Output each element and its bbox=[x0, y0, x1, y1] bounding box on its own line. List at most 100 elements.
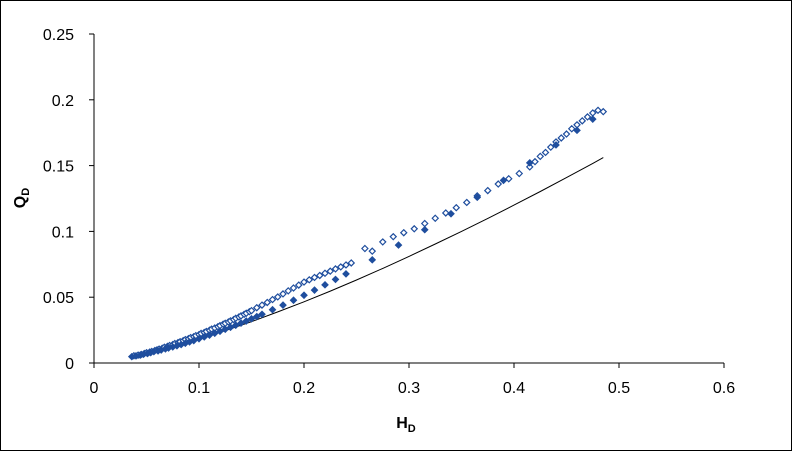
data-point-filled bbox=[368, 255, 377, 264]
x-tick-label: 0.5 bbox=[608, 380, 630, 397]
axes bbox=[89, 33, 725, 368]
data-point-open bbox=[368, 247, 377, 255]
x-tick-label: 0.6 bbox=[713, 380, 735, 397]
x-tick-label: 0.3 bbox=[398, 380, 420, 397]
data-point-open bbox=[583, 113, 592, 121]
data-point-filled bbox=[242, 317, 251, 325]
data-point-open bbox=[525, 163, 534, 171]
data-point-filled bbox=[300, 291, 308, 300]
data-point-open bbox=[321, 269, 329, 278]
data-point-open bbox=[546, 143, 555, 152]
data-point-open bbox=[531, 157, 539, 166]
data-point-open bbox=[336, 263, 345, 271]
tick-labels: 0 0.1 0.2 0.3 0.4 0.5 0.6 0 0.05 0.1 0.15 0.2 0.25 bbox=[43, 27, 735, 397]
data-point-open bbox=[263, 298, 272, 307]
data-point-open bbox=[441, 209, 450, 217]
data-point-open bbox=[483, 186, 492, 195]
data-point-filled bbox=[310, 286, 319, 294]
data-point-filled bbox=[226, 323, 235, 332]
data-point-open bbox=[557, 134, 566, 142]
axis-titles: HD QD bbox=[12, 188, 416, 435]
data-point-filled bbox=[499, 176, 508, 185]
data-point-open bbox=[410, 224, 419, 233]
data-point-open bbox=[389, 232, 398, 241]
data-point-filled bbox=[231, 321, 240, 330]
data-point-filled bbox=[342, 270, 350, 278]
data-point-open bbox=[578, 117, 587, 125]
data-point-filled bbox=[189, 336, 198, 345]
data-point-open bbox=[378, 238, 387, 246]
data-point-open bbox=[342, 261, 350, 269]
data-point-filled bbox=[473, 193, 482, 202]
y-tick-label: 0.05 bbox=[43, 290, 74, 307]
data-point-filled bbox=[252, 312, 261, 321]
data-point-filled bbox=[210, 329, 219, 338]
data-point-filled bbox=[268, 305, 277, 314]
data-point-filled bbox=[237, 319, 245, 327]
data-point-open bbox=[258, 301, 266, 309]
data-point-open bbox=[252, 303, 261, 312]
data-point-filled bbox=[205, 331, 214, 339]
data-point-open bbox=[536, 152, 545, 161]
x-axis-title: HD bbox=[396, 415, 416, 435]
y-tick-label: 0.2 bbox=[52, 93, 74, 110]
data-point-open bbox=[247, 306, 256, 315]
data-point-open bbox=[305, 275, 314, 284]
data-point-filled bbox=[552, 141, 560, 149]
data-point-filled bbox=[195, 334, 203, 343]
y-tick-label: 0.25 bbox=[43, 27, 74, 44]
x-tick-label: 0.2 bbox=[293, 380, 315, 397]
x-axis-title-sub: D bbox=[408, 423, 416, 435]
data-point-open bbox=[279, 290, 287, 298]
data-point-open bbox=[326, 267, 335, 275]
data-point-open bbox=[289, 284, 298, 292]
data-point-open bbox=[268, 295, 277, 304]
data-point-filled bbox=[221, 325, 230, 334]
data-point-open bbox=[331, 265, 340, 273]
fit-line-layer bbox=[130, 157, 604, 358]
data-point-filled bbox=[525, 158, 534, 167]
data-point-open bbox=[273, 293, 282, 301]
y-axis-title-main: Q bbox=[12, 196, 29, 208]
x-tick-label: 0.1 bbox=[188, 380, 210, 397]
data-point-filled bbox=[258, 310, 266, 319]
data-point-filled bbox=[247, 314, 256, 323]
data-point-open bbox=[431, 214, 440, 223]
data-point-open bbox=[420, 219, 429, 228]
x-tick-label: 0 bbox=[90, 380, 99, 397]
y-tick-label: 0.1 bbox=[52, 224, 74, 241]
x-tick-label: 0.4 bbox=[503, 380, 525, 397]
data-point-open bbox=[594, 106, 602, 115]
data-point-filled bbox=[394, 241, 403, 249]
data-point-open bbox=[599, 107, 608, 116]
data-point-filled bbox=[200, 333, 209, 341]
data-point-filled bbox=[331, 275, 340, 284]
data-point-filled bbox=[447, 209, 455, 218]
fit-line bbox=[130, 157, 604, 358]
data-point-filled bbox=[279, 301, 287, 309]
data-point-open bbox=[494, 180, 503, 188]
y-axis-title-sub: D bbox=[20, 188, 32, 196]
data-point-open bbox=[399, 228, 408, 237]
data-point-open bbox=[462, 198, 471, 207]
data-point-filled bbox=[289, 296, 298, 305]
data-point-filled bbox=[216, 327, 224, 336]
x-axis-title-main: H bbox=[396, 415, 408, 432]
data-point-open bbox=[347, 259, 356, 267]
data-point-filled bbox=[573, 126, 581, 135]
data-point-open bbox=[541, 148, 550, 157]
points-layer bbox=[127, 106, 608, 361]
data-point-open bbox=[310, 273, 319, 282]
data-point-filled bbox=[588, 115, 597, 123]
data-point-open bbox=[452, 203, 461, 212]
data-point-open bbox=[562, 130, 571, 138]
data-point-open bbox=[515, 169, 524, 178]
data-point-filled bbox=[321, 280, 329, 289]
data-point-open bbox=[294, 281, 303, 289]
data-point-open bbox=[361, 244, 369, 253]
data-point-filled bbox=[420, 225, 429, 234]
y-tick-label: 0 bbox=[65, 356, 74, 373]
y-axis-title: QD bbox=[12, 188, 32, 208]
